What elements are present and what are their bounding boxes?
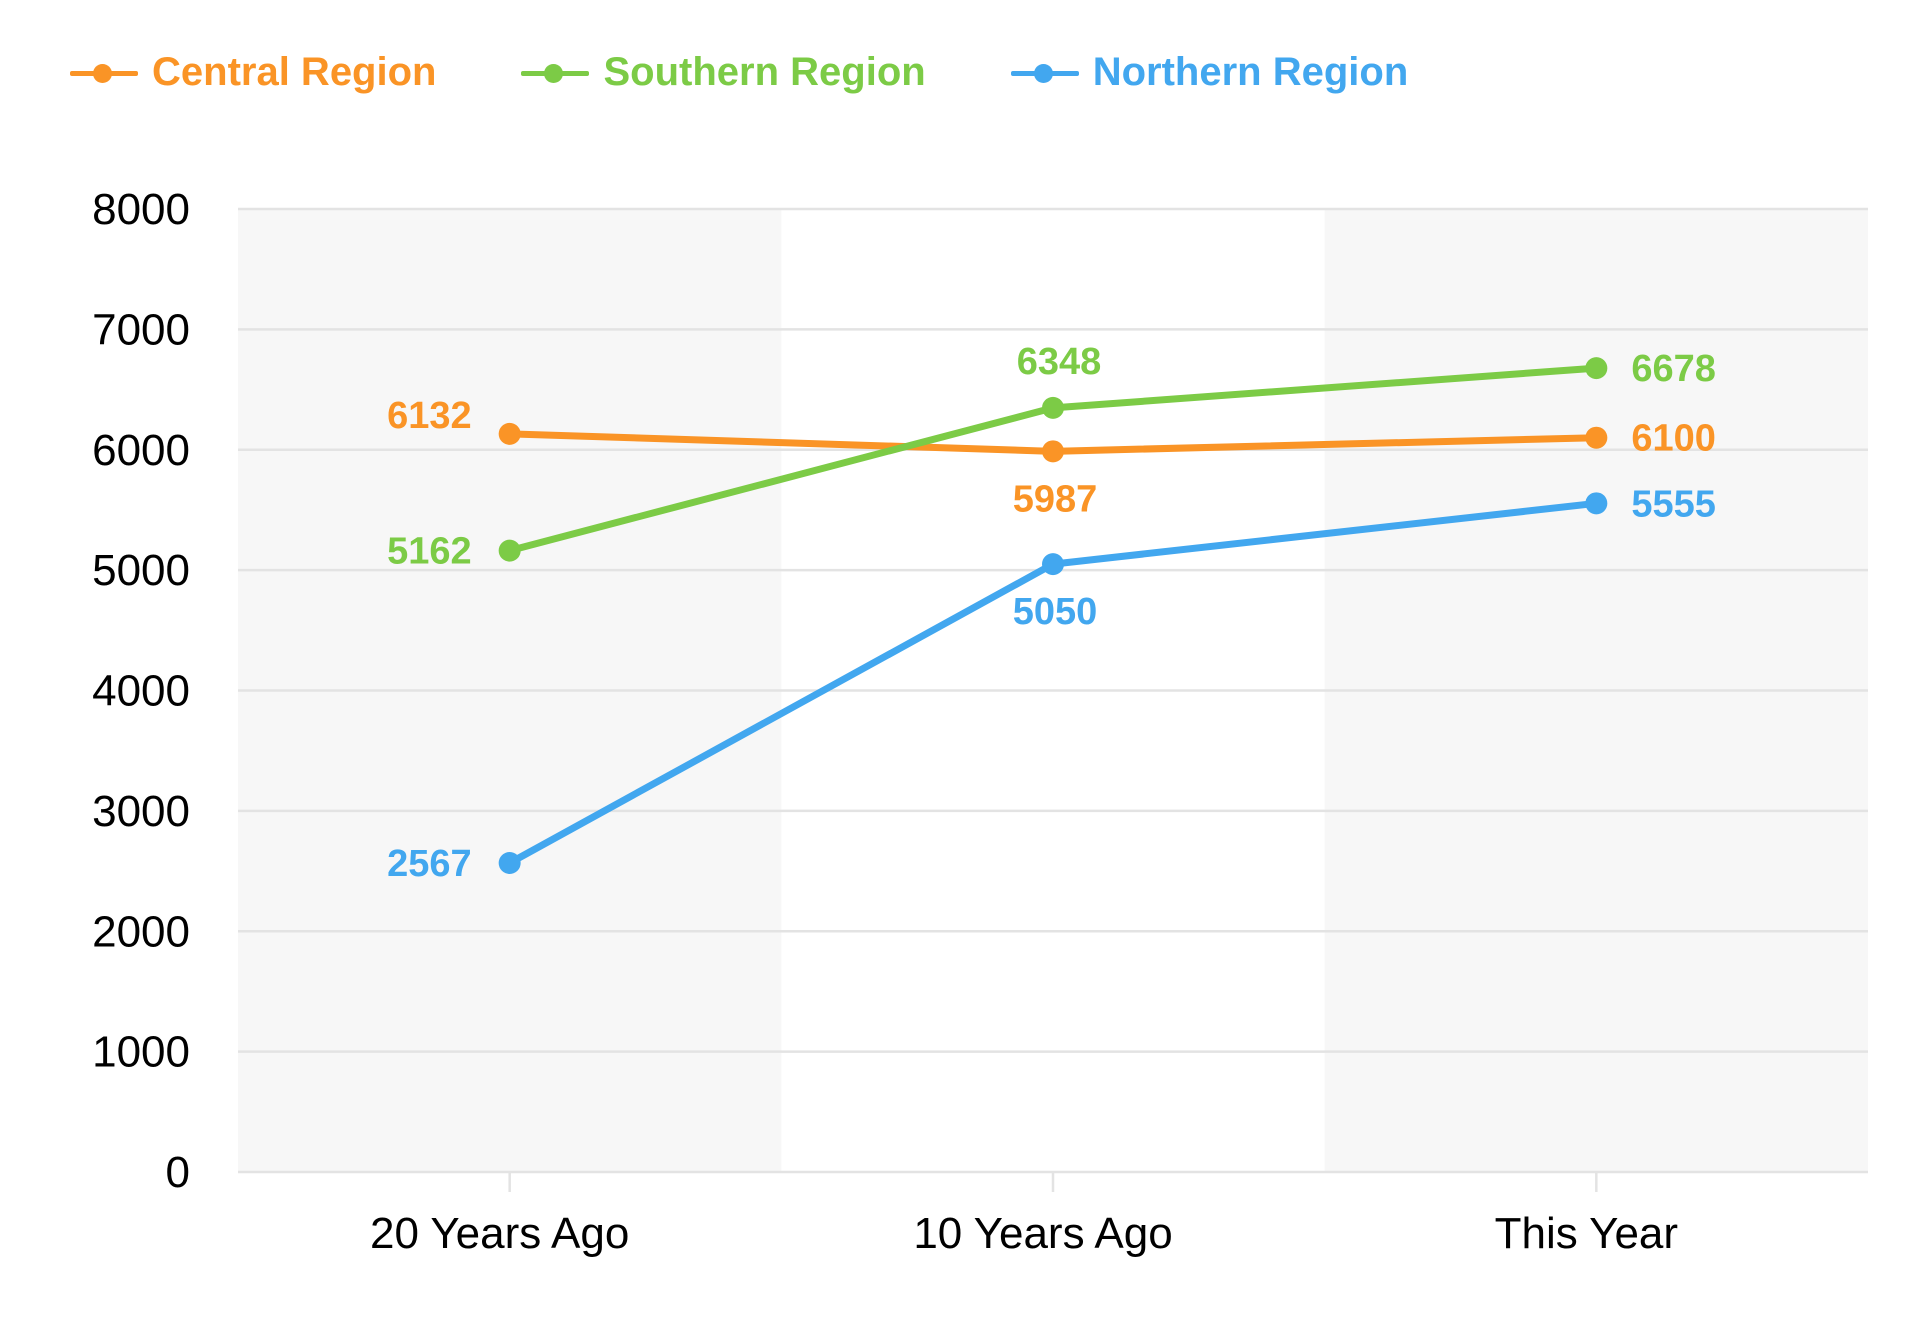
legend: Central Region Southern Region Northern … — [70, 50, 1493, 95]
data-label: 2567 — [387, 843, 472, 885]
legend-item-northern[interactable]: Northern Region — [1010, 50, 1409, 95]
data-label: 5987 — [1013, 478, 1098, 520]
y-tick-label: 6000 — [92, 426, 190, 475]
data-point — [1585, 492, 1608, 515]
y-tick-label: 3000 — [92, 787, 190, 836]
legend-label-southern: Southern Region — [603, 50, 926, 94]
legend-label-northern: Northern Region — [1092, 50, 1409, 94]
data-point — [1042, 440, 1064, 463]
data-point — [1042, 553, 1064, 576]
data-label: 5162 — [387, 531, 472, 573]
data-label: 6348 — [1017, 341, 1102, 383]
y-tick-label: 1000 — [92, 1028, 190, 1077]
y-tick-label: 2000 — [92, 907, 190, 956]
data-point — [498, 851, 521, 874]
data-point — [1042, 396, 1064, 419]
y-tick-label: 7000 — [92, 305, 190, 354]
data-label: 6100 — [1631, 418, 1716, 460]
x-tick-label: 20 Years Ago — [370, 1209, 629, 1258]
legend-swatch-central — [70, 61, 138, 85]
data-label: 6678 — [1631, 348, 1716, 390]
data-point — [498, 539, 521, 562]
data-label: 5555 — [1631, 483, 1716, 525]
legend-swatch-northern — [1010, 61, 1079, 85]
legend-label-central: Central Region — [152, 50, 437, 94]
legend-item-southern[interactable]: Southern Region — [521, 50, 926, 95]
y-tick-label: 4000 — [92, 667, 190, 716]
data-label: 5050 — [1013, 591, 1098, 633]
y-tick-label: 0 — [166, 1148, 190, 1197]
data-point — [498, 422, 521, 445]
data-point — [1585, 426, 1608, 449]
y-tick-label: 8000 — [92, 185, 190, 234]
legend-swatch-southern — [521, 61, 590, 85]
y-tick-label: 5000 — [92, 546, 190, 595]
x-tick-label: This Year — [1495, 1209, 1678, 1258]
x-tick-label: 10 Years Ago — [913, 1209, 1172, 1258]
data-label: 6132 — [387, 395, 472, 437]
legend-item-central[interactable]: Central Region — [70, 50, 436, 95]
data-point — [1585, 357, 1608, 380]
